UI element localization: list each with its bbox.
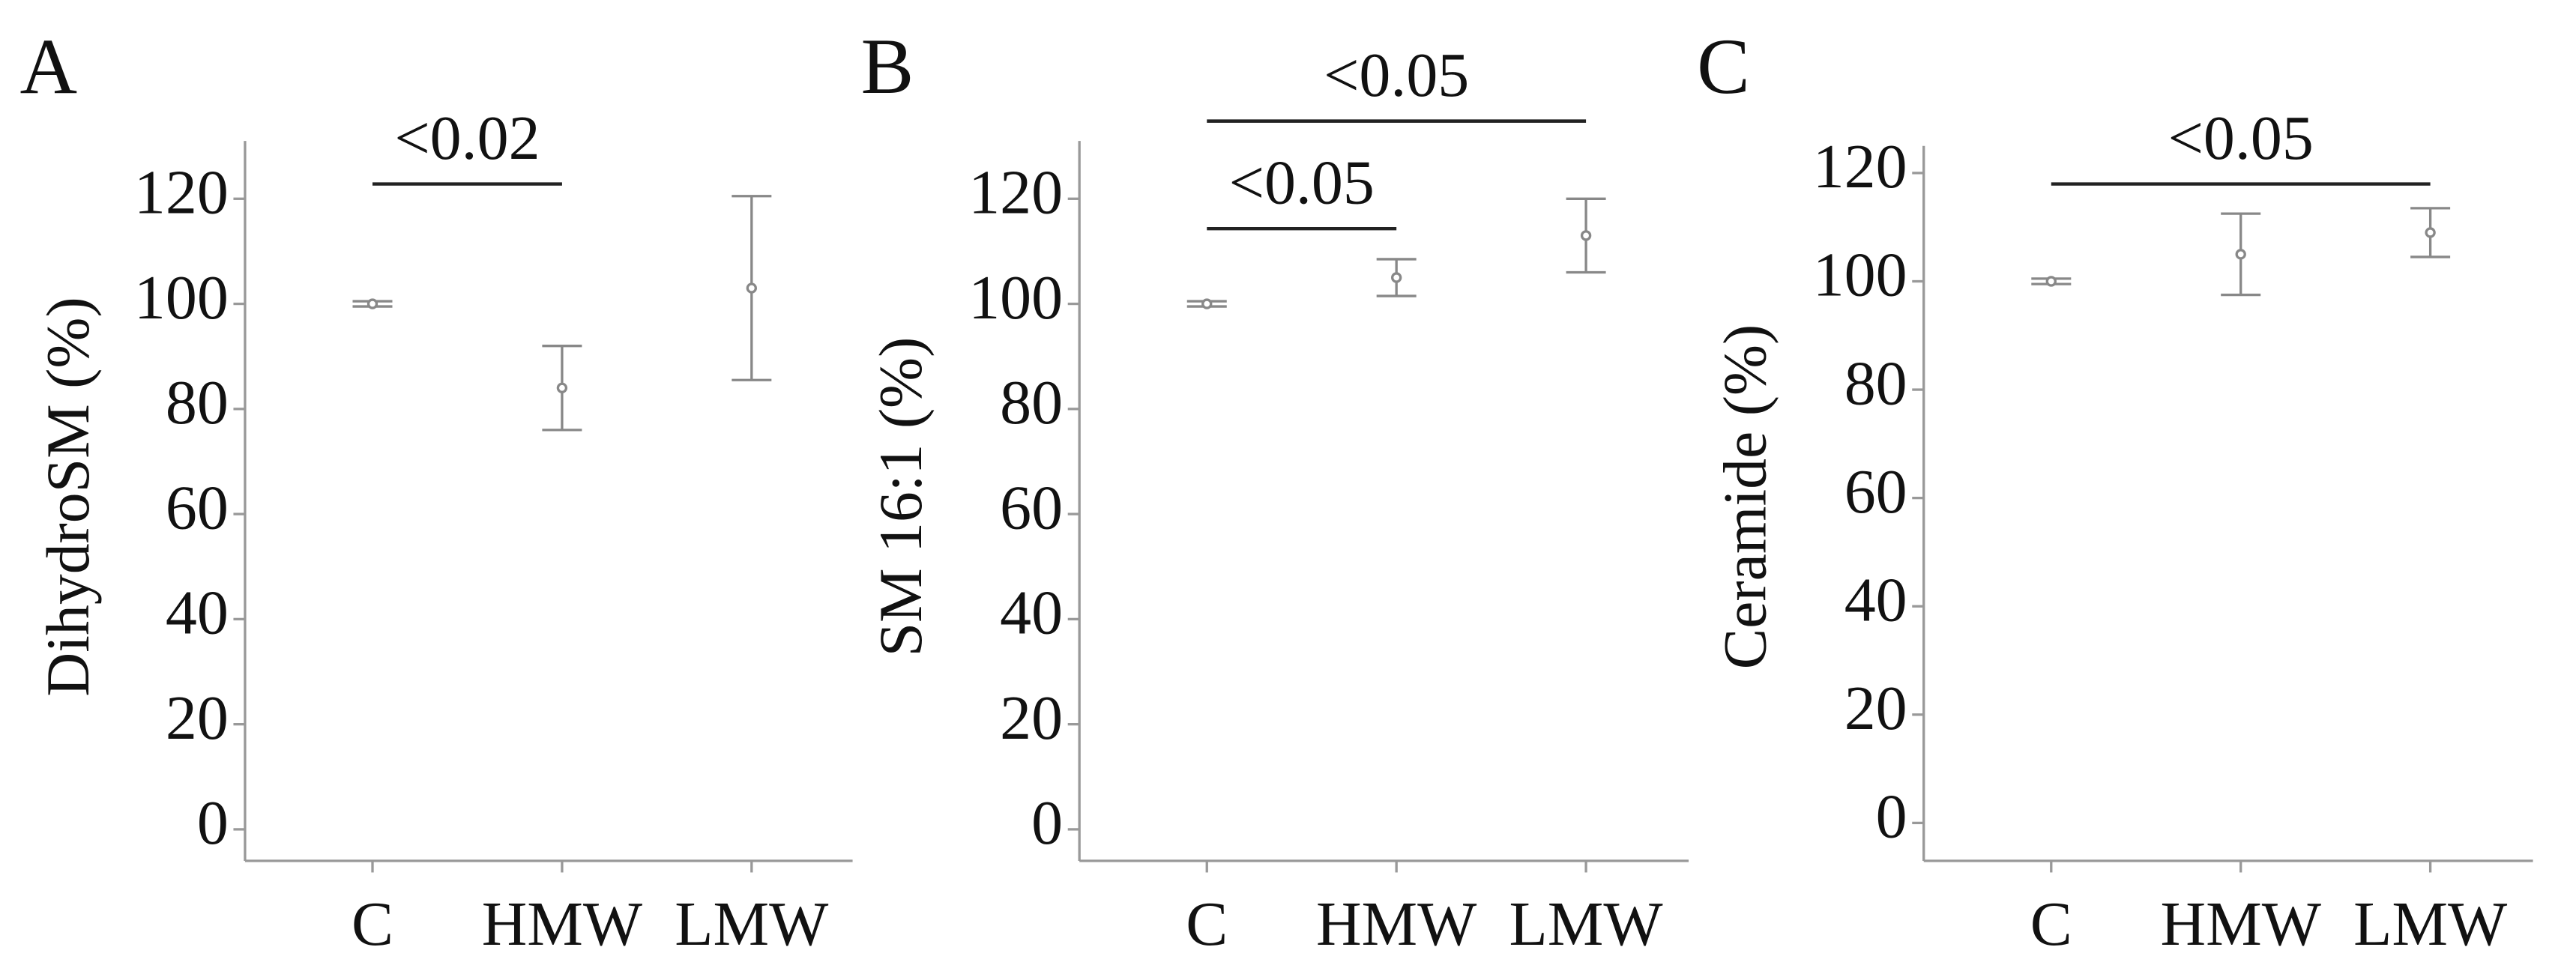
y-tick-label: 40 <box>1000 578 1063 648</box>
x-tick-label: C <box>1186 889 1228 959</box>
y-tick-label: 120 <box>968 158 1063 228</box>
y-tick-label: 20 <box>166 683 229 753</box>
y-tick-label: 100 <box>134 263 229 333</box>
error-bar <box>2221 212 2261 297</box>
mean-point <box>746 282 758 294</box>
y-tick-label: 60 <box>1000 473 1063 542</box>
significance-label: <0.02 <box>394 103 540 173</box>
y-tick-label: 80 <box>1000 368 1063 438</box>
panel-label: C <box>1697 22 1750 110</box>
significance-label: <0.05 <box>1229 148 1375 217</box>
y-axis-label: DihydroSM (%) <box>34 297 102 696</box>
error-bar <box>352 298 393 309</box>
error-bar <box>542 345 582 432</box>
error-bar <box>1376 258 1417 297</box>
error-bar <box>732 195 772 381</box>
x-tick-label: LMW <box>675 889 829 959</box>
error-bar <box>1566 197 1606 274</box>
x-tick-label: HMW <box>2160 889 2321 959</box>
significance-label: <0.05 <box>1324 40 1469 110</box>
y-tick-label: 60 <box>166 473 229 542</box>
y-tick-label: 120 <box>1813 132 1907 202</box>
y-tick-label: 40 <box>1844 565 1907 635</box>
x-tick-label: HMW <box>1316 889 1477 959</box>
y-tick-label: 120 <box>134 158 229 228</box>
y-tick-label: 0 <box>1031 788 1063 858</box>
error-bar <box>2031 276 2072 287</box>
x-tick-label: LMW <box>1509 889 1664 959</box>
y-tick-label: 100 <box>968 263 1063 333</box>
y-tick-label: 20 <box>1000 683 1063 753</box>
mean-point <box>556 382 568 393</box>
mean-point <box>2235 249 2246 260</box>
mean-point <box>367 298 378 309</box>
x-tick-label: C <box>352 889 393 959</box>
y-tick-label: 80 <box>166 368 229 438</box>
mean-point <box>2045 276 2057 287</box>
y-tick-label: 0 <box>1876 782 1907 852</box>
mean-point <box>1391 272 1402 283</box>
x-tick-label: C <box>2030 889 2072 959</box>
mean-point <box>1580 230 1592 241</box>
error-bar <box>1186 298 1227 309</box>
error-bar <box>2410 207 2451 258</box>
panel-label: B <box>861 22 914 110</box>
x-tick-label: LMW <box>2353 889 2508 959</box>
x-tick-label: HMW <box>482 889 643 959</box>
y-tick-label: 20 <box>1844 674 1907 743</box>
y-tick-label: 100 <box>1813 241 1907 310</box>
mean-point <box>2425 227 2436 238</box>
y-axis-label: Ceramide (%) <box>1711 324 1779 670</box>
significance-label: <0.05 <box>2168 103 2314 173</box>
y-tick-label: 0 <box>197 788 229 858</box>
y-tick-label: 40 <box>166 578 229 648</box>
panel-label: A <box>20 22 78 110</box>
y-tick-label: 80 <box>1844 348 1907 418</box>
mean-point <box>1201 298 1213 309</box>
y-axis-label: SM 16:1 (%) <box>866 337 935 657</box>
y-tick-label: 60 <box>1844 457 1907 527</box>
